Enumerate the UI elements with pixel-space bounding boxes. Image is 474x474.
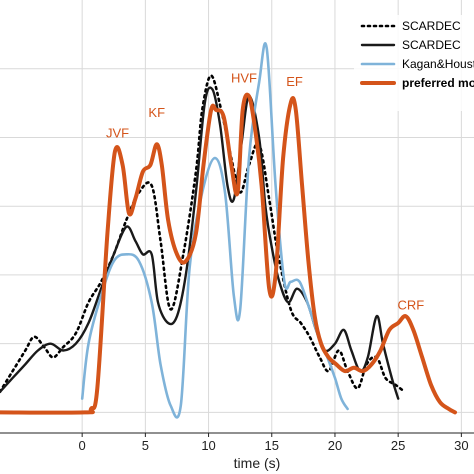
x-tick-label: 20	[328, 438, 342, 453]
annotation-label: EF	[286, 74, 303, 89]
x-tick-label: 10	[201, 438, 215, 453]
legend: SCARDEC SCARDEC Kagan&Houston preferred mod…	[354, 15, 474, 111]
annotation-label: JVF	[106, 125, 129, 140]
annotation-label: CRF	[397, 297, 424, 312]
x-tick-label: 25	[391, 438, 405, 453]
annotation-label: KF	[148, 105, 165, 120]
x-tick-label: 5	[142, 438, 149, 453]
annotation-group: JVF KF HVF EF CRF	[106, 70, 424, 312]
legend-entry-label: preferred model	[402, 76, 474, 90]
x-axis: 0 5 10 15 20 25 30 time (s)	[0, 432, 474, 471]
series-line-scardec-solid	[0, 86, 400, 400]
series-line-kagan-houston-solid	[80, 42, 349, 419]
legend-entry-label: SCARDEC	[402, 38, 461, 52]
series-line-scardec-dotted	[0, 74, 406, 394]
series-group	[0, 42, 457, 419]
annotation-label: HVF	[231, 70, 257, 85]
x-tick-label: 0	[79, 438, 86, 453]
series-line-preferred-model-solid	[0, 92, 457, 415]
x-tick-label: 15	[265, 438, 279, 453]
legend-entry-label: Kagan&Houston	[402, 57, 474, 71]
x-axis-label: time (s)	[234, 455, 281, 471]
x-tick-label: 30	[454, 438, 468, 453]
legend-entry-label: SCARDEC	[402, 19, 461, 33]
